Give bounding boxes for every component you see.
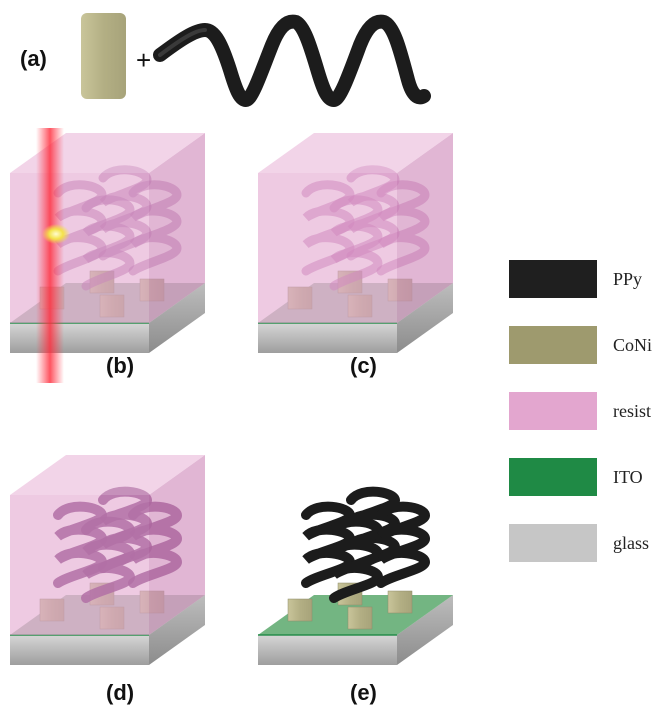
resist-side — [397, 133, 453, 323]
glass-side — [397, 283, 453, 353]
resist-front — [10, 173, 149, 323]
laser-focus-spot — [42, 224, 70, 244]
legend-swatch-glass — [509, 524, 597, 562]
glass-side — [397, 595, 453, 665]
resist-top — [10, 455, 205, 495]
panel-d-ppy-deposition — [10, 455, 205, 665]
helix — [346, 486, 401, 573]
resist-front — [258, 173, 397, 323]
legend-label-ito: ITO — [613, 467, 643, 487]
resist-front — [10, 495, 149, 635]
glass-side — [149, 283, 205, 353]
glass-front — [10, 323, 149, 353]
resist-top — [258, 133, 453, 173]
panel-c-electrodeposition — [258, 133, 453, 353]
coni-block — [81, 13, 126, 99]
legend: PPy CoNi resist ITO glass — [509, 260, 652, 562]
label-d: (d) — [106, 680, 134, 705]
label-e: (e) — [350, 680, 377, 705]
panel-e-resist-removal — [258, 486, 453, 665]
helix — [329, 516, 384, 603]
legend-swatch-ito — [509, 458, 597, 496]
legend-swatch-coni — [509, 326, 597, 364]
glass-front — [10, 635, 149, 665]
resist-side — [149, 133, 205, 323]
glass-front — [258, 323, 397, 353]
legend-swatch-ppy — [509, 260, 597, 298]
plus-sign: + — [136, 45, 151, 75]
label-b: (b) — [106, 353, 134, 378]
legend-label-coni: CoNi — [613, 335, 652, 355]
label-c: (c) — [350, 353, 377, 378]
legend-label-glass: glass — [613, 533, 649, 553]
glass-front — [258, 635, 397, 665]
coni-pad — [287, 598, 313, 622]
legend-label-resist: resist — [613, 401, 651, 421]
label-a: (a) — [20, 46, 47, 71]
legend-swatch-resist — [509, 392, 597, 430]
ppy-helix — [153, 14, 431, 108]
glass-side — [149, 595, 205, 665]
coni-pad — [347, 606, 373, 630]
coni-pad — [387, 590, 413, 614]
laser-beam — [36, 128, 64, 383]
legend-label-ppy: PPy — [613, 269, 642, 289]
helix — [376, 501, 431, 588]
resist-side — [149, 455, 205, 635]
